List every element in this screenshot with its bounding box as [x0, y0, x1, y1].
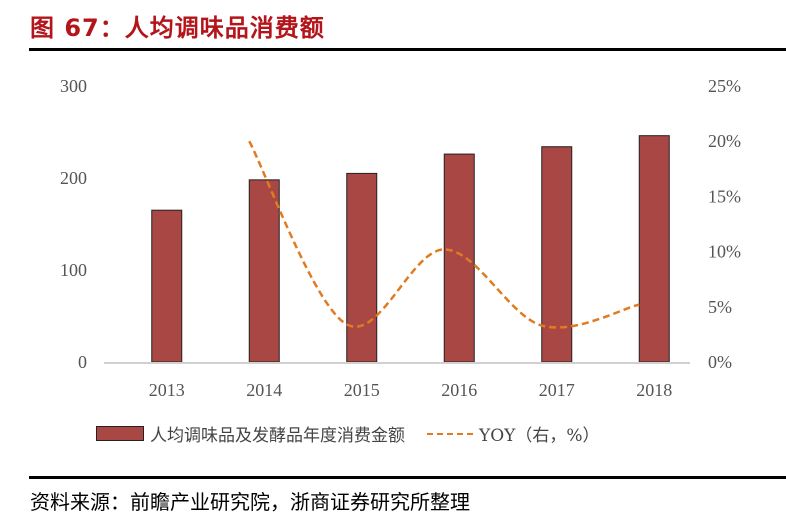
right-axis-tick: 5% — [708, 297, 732, 317]
legend: 人均调味品及发酵品年度消费金额 YOY（右，%） — [96, 421, 600, 446]
bar — [151, 209, 183, 363]
source-note: 资料来源：前瞻产业研究院，浙商证券研究所整理 — [30, 490, 470, 514]
left-axis-tick: 100 — [60, 260, 87, 280]
bar — [346, 172, 378, 363]
bar — [248, 179, 280, 363]
bar — [443, 153, 475, 363]
bar — [638, 135, 670, 363]
right-axis-tick: 10% — [708, 242, 741, 262]
x-axis-tick: 2016 — [441, 380, 477, 400]
bar — [541, 146, 573, 363]
title-rule — [29, 48, 786, 51]
x-axis-tick: 2015 — [344, 380, 380, 400]
legend-bar-swatch — [96, 426, 144, 441]
right-axis-tick: 20% — [708, 131, 741, 151]
chart: 0 100 200 300 0% 5% 10% 15% 20% 25% 2013 2014 2015 20… — [60, 76, 741, 400]
x-axis-tick: 2018 — [636, 380, 672, 400]
x-axis-tick: 2017 — [539, 380, 575, 400]
legend-bar-label: 人均调味品及发酵品年度消费金额 — [150, 426, 405, 446]
legend-line-swatch — [427, 432, 473, 435]
left-axis-tick: 200 — [60, 168, 87, 188]
left-axis-tick: 300 — [60, 76, 87, 96]
legend-line-label: YOY（右，%） — [479, 426, 600, 446]
right-axis-tick: 25% — [708, 76, 741, 96]
right-axis-tick: 0% — [708, 352, 732, 372]
figure-title: 图 67：人均调味品消费额 — [30, 14, 325, 42]
source-rule — [29, 476, 786, 479]
x-axis-tick: 2013 — [149, 380, 185, 400]
x-axis-tick: 2014 — [246, 380, 282, 400]
yoy-line — [248, 140, 640, 329]
left-axis-tick: 0 — [78, 352, 87, 372]
right-axis-tick: 15% — [708, 186, 741, 206]
